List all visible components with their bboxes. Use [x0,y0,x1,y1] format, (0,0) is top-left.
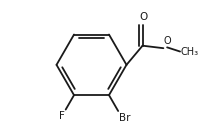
Text: F: F [59,111,65,121]
Text: CH₃: CH₃ [181,47,199,57]
Text: O: O [139,12,148,22]
Text: O: O [164,36,171,46]
Text: Br: Br [119,113,131,123]
